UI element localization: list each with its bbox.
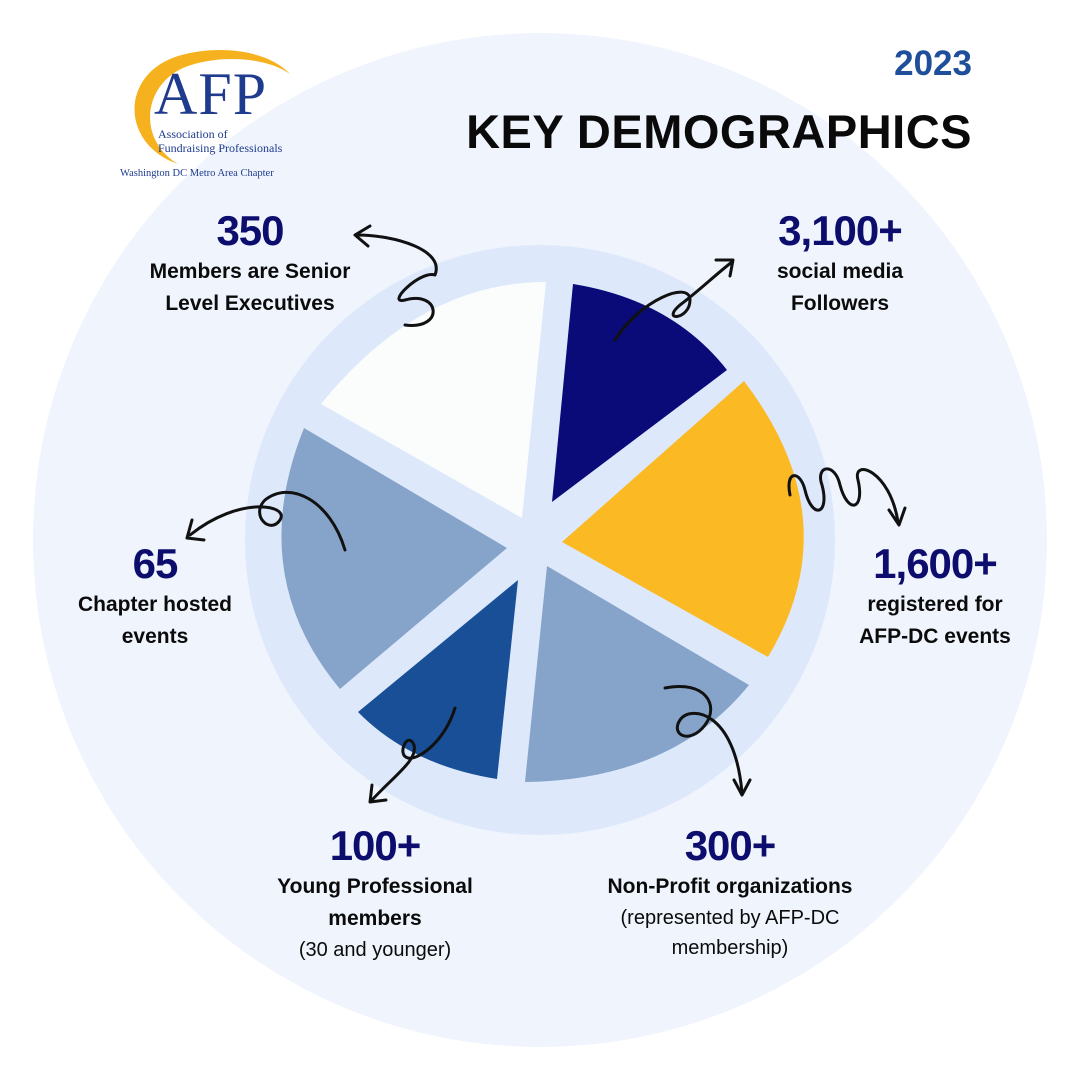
- stat-label: AFP-DC events: [859, 625, 1011, 648]
- stat-number: 65: [132, 540, 179, 587]
- stat-senior-executives: 350 Members are Senior Level Executives: [110, 210, 390, 320]
- afp-logo: AFP Association of Fundraising Professio…: [118, 44, 318, 189]
- pie-slice-white: [321, 282, 546, 518]
- stat-number: 100+: [329, 822, 422, 869]
- stat-number: 1,600+: [873, 540, 998, 587]
- stat-number: 3,100+: [778, 207, 903, 254]
- stat-nonprofits: 300+ Non-Profit organizations (represent…: [570, 825, 890, 963]
- stat-label: Members are Senior: [149, 260, 351, 283]
- stat-note: (represented by AFP-DC: [620, 907, 840, 929]
- stat-number: 300+: [684, 822, 777, 869]
- stat-label: members: [328, 907, 422, 930]
- stat-registered-events: 1,600+ registered for AFP-DC events: [810, 543, 1060, 653]
- stat-number: 350: [216, 207, 284, 254]
- logo-line2: Fundraising Professionals: [158, 141, 283, 155]
- logo-name: Association of Fundraising Professionals: [158, 127, 282, 155]
- page-title: KEY DEMOGRAPHICS: [466, 105, 972, 158]
- stat-label: Level Executives: [165, 292, 335, 315]
- stat-young-professionals: 100+ Young Professional members (30 and …: [240, 825, 510, 965]
- stat-note: (30 and younger): [298, 939, 452, 961]
- stat-chapter-events: 65 Chapter hosted events: [40, 543, 270, 653]
- stat-label: Non-Profit organizations: [607, 875, 853, 898]
- stat-label: Young Professional: [277, 875, 473, 898]
- stat-label: Followers: [790, 292, 890, 315]
- stat-note: membership): [671, 937, 789, 959]
- stat-label: registered for: [867, 593, 1003, 616]
- logo-mark: AFP: [154, 61, 268, 127]
- stat-label: social media: [776, 260, 904, 283]
- year-label: 2023: [894, 44, 972, 83]
- stat-label: events: [121, 625, 189, 648]
- pie-slice-gold: [562, 381, 804, 657]
- stat-social-followers: 3,100+ social media Followers: [720, 210, 960, 320]
- logo-chapter: Washington DC Metro Area Chapter: [120, 168, 274, 179]
- logo-line1: Association of: [158, 127, 228, 141]
- stat-label: Chapter hosted: [77, 593, 232, 616]
